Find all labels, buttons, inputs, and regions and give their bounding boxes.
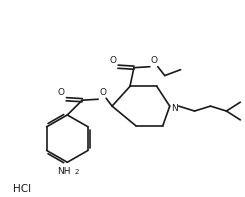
Text: HCl: HCl (13, 184, 31, 194)
Text: O: O (99, 88, 106, 97)
Text: O: O (151, 56, 158, 65)
Text: 2: 2 (74, 169, 78, 175)
Text: NH: NH (58, 167, 71, 176)
Text: N: N (171, 104, 177, 112)
Text: O: O (109, 56, 116, 65)
Text: O: O (57, 88, 64, 97)
